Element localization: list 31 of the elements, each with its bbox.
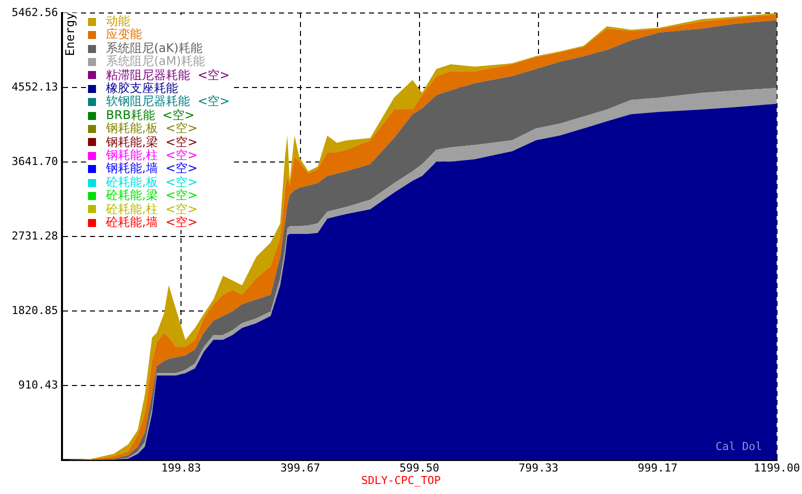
y-tick-label: 5462.56 <box>12 6 58 19</box>
x-tick-label: 1199.00 <box>754 461 800 474</box>
legend-label: 钢耗能,墙 <空> <box>106 161 198 176</box>
x-tick-label: 199.83 <box>161 461 202 474</box>
x-tick-label: 399.67 <box>280 461 320 474</box>
legend-label: 砼耗能,墙 <空> <box>106 215 198 230</box>
y-tick-label: 910.43 <box>18 378 58 392</box>
legend-label: 砼耗能,柱 <空> <box>106 202 198 216</box>
y-tick-label: 3641.70 <box>12 154 58 168</box>
legend-label: BRB耗能 <空> <box>106 108 195 122</box>
legend-label: 动能 <box>106 14 130 28</box>
y-tick-label: 2731.28 <box>12 229 58 242</box>
y-axis-title: Energy <box>63 12 77 56</box>
legend-label: 砼耗能,梁 <空> <box>106 188 198 203</box>
legend-label: 应变能 <box>106 27 142 42</box>
x-tick-label: 999.17 <box>638 461 678 474</box>
legend-label: 橡胶支座耗能 <box>106 81 178 96</box>
legend-label: 粘滞阻尼器耗能 <空> <box>106 68 230 82</box>
legend-label: 钢耗能,柱 <空> <box>106 148 198 162</box>
annotation: Cal Dol <box>716 440 762 453</box>
legend-label: 软钢阻尼器耗能 <空> <box>106 94 230 109</box>
legend-label: 钢耗能,梁 <空> <box>106 134 198 149</box>
x-axis-title: SDLY-CPC_TOP <box>360 474 442 487</box>
legend-label: 系统阻尼(aK)耗能 <box>106 40 203 55</box>
legend-label: 砼耗能,板 <空> <box>106 174 198 189</box>
legend-label: 钢耗能,板 <空> <box>106 121 198 136</box>
y-tick-label: 1820.85 <box>12 304 58 317</box>
x-tick-label: 799.33 <box>518 461 558 474</box>
y-tick-label: 4552.13 <box>12 80 58 94</box>
legend-label: 系统阻尼(aM)耗能 <box>106 54 206 69</box>
x-tick-label: 599.50 <box>400 461 440 474</box>
